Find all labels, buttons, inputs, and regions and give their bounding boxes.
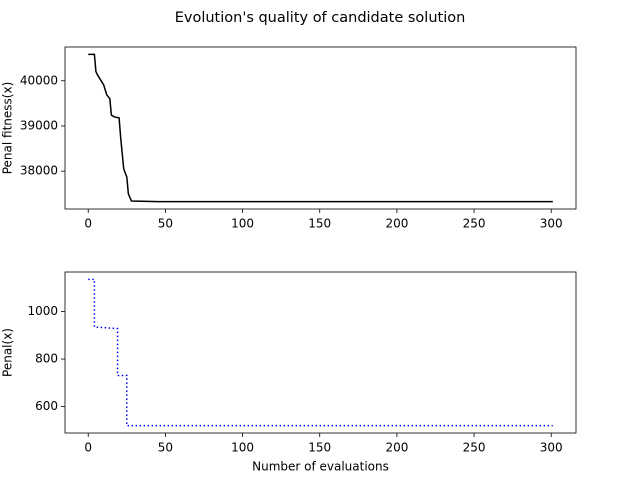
x-tick-label: 200 (385, 217, 408, 231)
y-tick-label: 38000 (20, 164, 58, 178)
x-tick-label: 200 (385, 441, 408, 455)
x-tick-label: 250 (463, 217, 486, 231)
x-tick-label: 300 (540, 217, 563, 231)
x-tick-label: 150 (308, 441, 331, 455)
data-line (88, 53, 553, 203)
x-tick-label: 100 (231, 217, 254, 231)
y-axis-label: Penal fitness(x) (1, 82, 15, 175)
y-tick-label: 600 (35, 399, 58, 413)
y-tick-label: 800 (35, 352, 58, 366)
x-tick-label: 300 (540, 441, 563, 455)
axes-frame (64, 271, 577, 434)
x-tick-label: 50 (158, 441, 173, 455)
y-axis-label: Penal(x) (1, 328, 15, 377)
data-line (88, 278, 553, 427)
y-tick-label: 39000 (20, 118, 58, 132)
x-tick-label: 0 (84, 441, 92, 455)
x-tick-label: 0 (84, 217, 92, 231)
x-tick-label: 150 (308, 217, 331, 231)
x-axis-label: Number of evaluations (252, 460, 389, 474)
y-tick-label: 40000 (20, 73, 58, 87)
x-tick-label: 50 (158, 217, 173, 231)
axes-frame (64, 46, 577, 210)
x-tick-label: 100 (231, 441, 254, 455)
figure-title: Evolution's quality of candidate solutio… (175, 10, 466, 26)
y-tick-label: 1000 (27, 304, 58, 318)
x-tick-label: 250 (463, 441, 486, 455)
